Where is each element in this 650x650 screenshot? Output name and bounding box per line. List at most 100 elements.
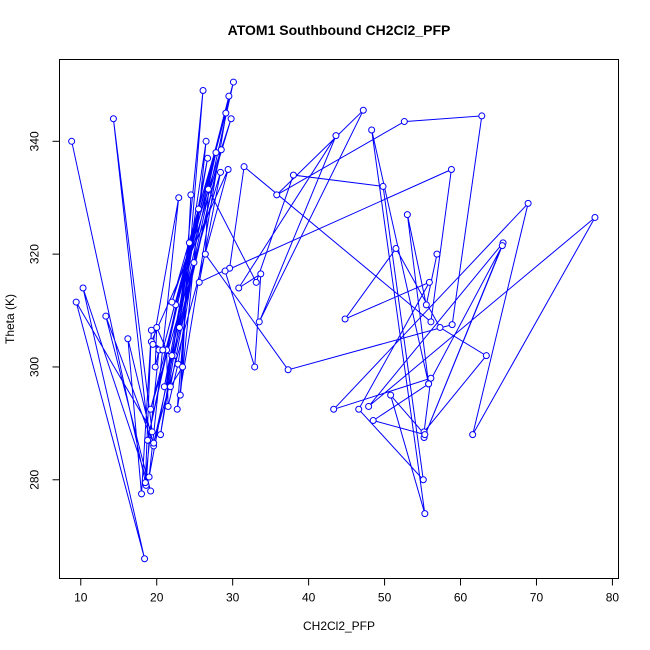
data-point	[72, 298, 80, 306]
data-point	[151, 363, 159, 371]
data-point	[153, 323, 161, 331]
data-point	[138, 490, 146, 498]
data-point	[422, 301, 430, 309]
data-point	[425, 278, 433, 286]
data-point	[222, 109, 230, 117]
data-point	[175, 194, 183, 202]
data-point	[403, 211, 411, 219]
data-point	[179, 363, 187, 371]
data-point	[144, 436, 152, 444]
data-point	[229, 78, 237, 86]
y-tick-label: 320	[28, 244, 42, 264]
data-point	[425, 380, 433, 388]
data-point	[240, 163, 248, 171]
series-line	[71, 81, 596, 559]
data-point	[330, 405, 338, 413]
data-point	[284, 366, 292, 374]
data-point	[124, 335, 132, 343]
data-point	[217, 146, 225, 154]
data-point	[482, 352, 490, 360]
data-point	[251, 363, 259, 371]
data-point	[199, 87, 207, 95]
data-point	[164, 402, 172, 410]
data-point	[400, 118, 408, 126]
data-point	[221, 267, 229, 275]
data-point	[225, 92, 233, 100]
data-point	[255, 318, 263, 326]
data-point	[217, 168, 225, 176]
data-point	[524, 199, 532, 207]
data-point	[145, 473, 153, 481]
data-point	[257, 270, 265, 278]
data-point	[79, 284, 87, 292]
data-point	[147, 326, 155, 334]
data-point	[419, 476, 427, 484]
data-point	[421, 431, 429, 439]
data-point	[355, 405, 363, 413]
data-point	[166, 383, 174, 391]
data-point	[109, 115, 117, 123]
data-point	[421, 510, 429, 518]
data-point	[498, 242, 506, 250]
data-point	[478, 112, 486, 120]
data-point	[68, 137, 76, 145]
data-point	[369, 417, 377, 425]
y-axis-title: Theta (K)	[3, 294, 17, 344]
x-tick-label: 70	[530, 591, 544, 605]
data-point	[469, 431, 477, 439]
series-layer	[68, 78, 599, 563]
x-tick-label: 10	[74, 591, 88, 605]
data-point	[273, 191, 281, 199]
data-point	[149, 340, 157, 348]
data-point	[427, 318, 435, 326]
x-tick-label: 40	[302, 591, 316, 605]
data-point	[392, 244, 400, 252]
data-point	[387, 391, 395, 399]
data-point	[235, 284, 243, 292]
data-point	[176, 323, 184, 331]
x-tick-label: 30	[226, 591, 240, 605]
data-point	[147, 487, 155, 495]
data-point	[252, 278, 260, 286]
data-point	[159, 346, 167, 354]
y-tick-label: 280	[28, 469, 42, 489]
data-point	[160, 383, 168, 391]
data-point	[436, 323, 444, 331]
x-axis-title: CH2Cl2_PFP	[303, 619, 375, 633]
data-point	[147, 405, 155, 413]
data-point	[227, 115, 235, 123]
data-point	[150, 439, 158, 447]
data-point	[224, 166, 232, 174]
data-point	[190, 259, 198, 267]
data-point	[141, 479, 149, 487]
data-point	[194, 205, 202, 213]
data-point	[201, 250, 209, 258]
data-point	[185, 239, 193, 247]
data-point	[195, 278, 203, 286]
data-point	[341, 315, 349, 323]
data-point	[368, 126, 376, 134]
data-point	[204, 154, 212, 162]
x-tick-label: 80	[606, 591, 620, 605]
data-point	[359, 106, 367, 114]
data-point	[212, 149, 220, 157]
chart-title: ATOM1 Southbound CH2Cl2_PFP	[228, 22, 451, 38]
x-tick-label: 50	[378, 591, 392, 605]
y-tick-label: 300	[28, 357, 42, 377]
data-point	[591, 213, 599, 221]
data-point	[427, 374, 435, 382]
data-point	[433, 250, 441, 258]
data-point	[332, 132, 340, 140]
data-point	[202, 137, 210, 145]
data-point	[176, 391, 184, 399]
data-point	[204, 185, 212, 193]
plot-frame	[59, 59, 619, 579]
data-point	[168, 352, 176, 360]
data-point	[173, 405, 181, 413]
x-tick-label: 60	[454, 591, 468, 605]
data-point	[148, 428, 156, 436]
data-point	[168, 298, 176, 306]
y-tick-label: 340	[28, 131, 42, 151]
